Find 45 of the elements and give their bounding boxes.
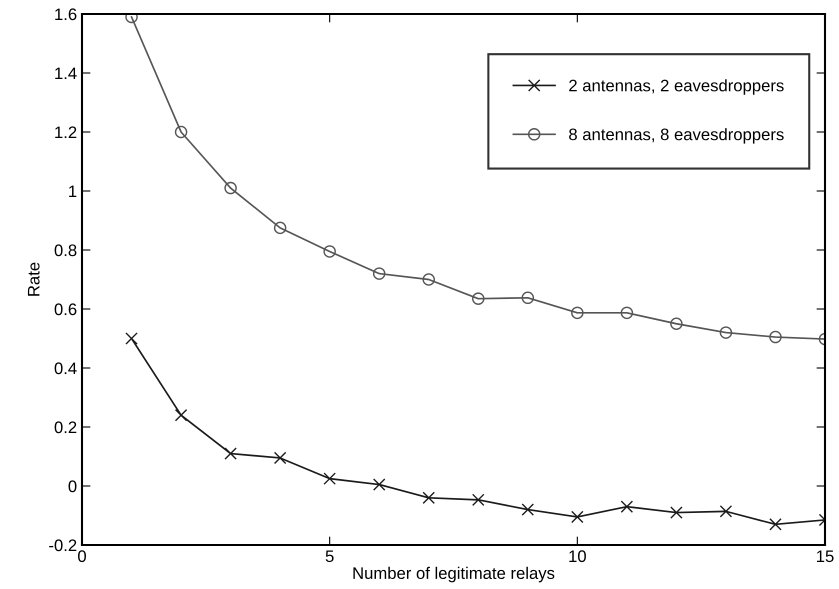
legend-label: 8 antennas, 8 eavesdroppers bbox=[569, 128, 784, 144]
point bbox=[522, 503, 534, 516]
point bbox=[372, 267, 386, 280]
point bbox=[769, 518, 782, 531]
x-axis-title: Number of legitimate relays bbox=[353, 566, 554, 582]
point bbox=[571, 306, 584, 320]
point bbox=[174, 126, 188, 138]
x-tick-label: 0 bbox=[78, 550, 86, 562]
point bbox=[125, 332, 138, 345]
point bbox=[224, 447, 237, 460]
y-tick-label: 1.2 bbox=[55, 126, 76, 138]
point bbox=[571, 510, 584, 524]
point bbox=[274, 222, 286, 234]
point bbox=[224, 182, 237, 194]
point bbox=[174, 408, 188, 422]
point bbox=[620, 306, 634, 320]
point bbox=[670, 506, 683, 519]
x-tick-label: 15 bbox=[817, 550, 834, 562]
y-tick-label: 0.4 bbox=[54, 362, 77, 374]
x-tick-label: 10 bbox=[569, 550, 586, 562]
point bbox=[323, 472, 336, 485]
point bbox=[720, 326, 732, 339]
point bbox=[472, 292, 485, 305]
y-tick-label: 0.6 bbox=[54, 303, 76, 316]
y-axis-title: Rate bbox=[28, 262, 40, 296]
y-tick-label: 1.6 bbox=[55, 8, 76, 20]
y-tick-label: 0 bbox=[68, 480, 76, 492]
y-tick-label: -0.2 bbox=[49, 539, 76, 552]
point bbox=[372, 478, 386, 491]
legend-label: 2 antennas, 2 eavesdroppers bbox=[569, 79, 784, 95]
y-tick-label: 0.8 bbox=[54, 244, 76, 256]
point bbox=[720, 505, 732, 518]
y-tick-label: 1 bbox=[69, 186, 76, 198]
point bbox=[323, 245, 336, 258]
y-tick-label: 1.4 bbox=[55, 68, 77, 80]
point bbox=[769, 330, 782, 344]
point bbox=[670, 318, 683, 330]
x-tick-label: 5 bbox=[326, 550, 334, 562]
point bbox=[422, 492, 435, 504]
point bbox=[522, 292, 534, 304]
point bbox=[422, 273, 435, 286]
point bbox=[274, 452, 286, 464]
point bbox=[472, 494, 485, 506]
y-tick-label: 0.2 bbox=[54, 421, 76, 434]
point bbox=[620, 500, 634, 513]
